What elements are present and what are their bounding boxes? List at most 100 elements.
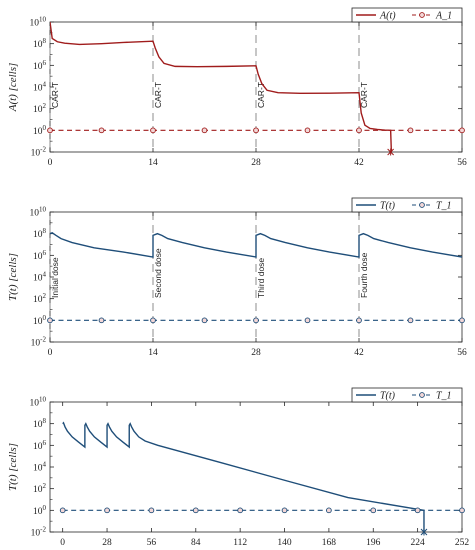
y-axis-label: A(t) [cells] <box>7 63 19 113</box>
x-tick-label: 0 <box>60 538 65 548</box>
series-marker <box>459 127 465 134</box>
series-marker <box>47 317 53 324</box>
series-marker <box>201 317 208 324</box>
x-tick-label: 56 <box>457 348 467 358</box>
series-marker <box>326 507 332 514</box>
x-tick-label: 252 <box>455 538 470 548</box>
legend-label: T_1 <box>436 201 452 212</box>
y-tick-label: 100 <box>33 314 47 327</box>
end-marker <box>387 148 394 156</box>
x-tick-label: 42 <box>354 348 364 358</box>
y-tick-label: 10-2 <box>31 526 47 539</box>
series-line-0 <box>50 22 393 152</box>
legend-label: A(t) <box>379 11 396 22</box>
series-marker <box>356 127 362 134</box>
series-marker <box>253 127 259 134</box>
legend: T(t) T_1 <box>351 197 463 213</box>
y-tick-label: 106 <box>33 439 47 452</box>
event-label: Third dose <box>256 258 266 298</box>
series-marker <box>304 317 311 324</box>
series-line-0 <box>62 421 425 532</box>
y-tick-label: 104 <box>33 271 47 284</box>
chart-panel-3: 0 28 56 84 112 140 168 196 224 252 10-2 100 102 104 10… <box>7 387 470 548</box>
event-label: Initial dose <box>50 257 60 298</box>
series-marker <box>201 127 208 134</box>
x-tick-label: 56 <box>457 158 467 168</box>
event-label: CAR-T <box>153 82 163 108</box>
series-marker <box>253 317 259 324</box>
legend-box <box>351 197 463 213</box>
x-tick-label: 224 <box>411 538 426 548</box>
series-marker <box>370 507 377 514</box>
series-marker <box>150 127 156 134</box>
x-tick-label: 0 <box>48 348 53 358</box>
y-tick-label: 104 <box>33 461 47 474</box>
series-marker <box>407 127 414 134</box>
event-label: CAR-T <box>359 82 369 108</box>
y-axis-label: T(t) [cells] <box>7 443 19 491</box>
legend: A(t) A_1 <box>351 7 463 23</box>
event-label: CAR-T <box>50 82 60 108</box>
series-marker <box>59 507 66 514</box>
series-marker <box>192 507 199 514</box>
x-tick-label: 14 <box>148 158 158 168</box>
y-tick-label: 106 <box>33 249 47 262</box>
x-tick-label: 28 <box>251 348 261 358</box>
y-tick-label: 102 <box>33 102 47 115</box>
x-tick-label: 56 <box>147 538 157 548</box>
legend-box <box>351 387 463 403</box>
series-marker <box>304 127 311 134</box>
x-tick-label: 140 <box>277 538 292 548</box>
y-tick-label: 1010 <box>30 396 47 409</box>
legend-label: A_1 <box>435 11 452 22</box>
series-marker <box>98 127 105 134</box>
y-tick-label: 100 <box>33 504 47 517</box>
x-tick-label: 196 <box>366 538 381 548</box>
legend-marker <box>419 12 425 18</box>
x-tick-label: 28 <box>251 158 261 168</box>
legend-marker <box>419 392 425 398</box>
y-tick-label: 1010 <box>30 206 47 219</box>
legend-box <box>351 7 463 23</box>
y-tick-label: 104 <box>33 81 47 94</box>
series-marker <box>104 507 110 514</box>
legend: T(t) T_1 <box>351 387 463 403</box>
chart-panel-1: CAR-T CAR-T CAR-T CAR-T 0 14 28 42 56 10-2 100 102 1… <box>7 7 467 168</box>
series-marker <box>407 317 414 324</box>
series-line-0 <box>50 232 462 258</box>
series-marker <box>356 317 362 324</box>
series-marker <box>414 507 421 514</box>
legend-label: T(t) <box>380 201 396 212</box>
event-label: CAR-T <box>256 82 266 108</box>
event-label: Second dose <box>153 248 163 298</box>
end-marker <box>420 528 428 536</box>
x-tick-label: 112 <box>233 538 247 548</box>
y-tick-label: 1010 <box>30 16 47 29</box>
x-tick-label: 84 <box>191 538 201 548</box>
y-tick-label: 108 <box>33 37 47 50</box>
series-marker <box>237 507 244 514</box>
y-axis-label: T(t) [cells] <box>7 253 19 301</box>
y-tick-label: 10-2 <box>31 336 47 349</box>
x-tick-label: 42 <box>354 158 364 168</box>
x-tick-label: 0 <box>48 158 53 168</box>
series-marker <box>459 507 465 514</box>
y-tick-label: 108 <box>33 227 47 240</box>
y-tick-label: 10-2 <box>31 146 47 159</box>
legend-label: T(t) <box>380 391 396 402</box>
y-tick-label: 102 <box>33 482 47 495</box>
series-marker <box>281 507 288 514</box>
x-tick-label: 168 <box>322 538 337 548</box>
legend-label: T_1 <box>436 391 452 402</box>
legend-marker <box>419 202 425 208</box>
event-label: Fourth dose <box>359 252 369 298</box>
x-tick-label: 28 <box>102 538 112 548</box>
series-marker <box>148 507 155 514</box>
series-marker <box>459 317 465 324</box>
plot-area <box>49 401 463 533</box>
series-marker <box>47 127 53 134</box>
x-tick-label: 14 <box>148 348 158 358</box>
y-tick-label: 100 <box>33 124 47 137</box>
series-marker <box>150 317 156 324</box>
